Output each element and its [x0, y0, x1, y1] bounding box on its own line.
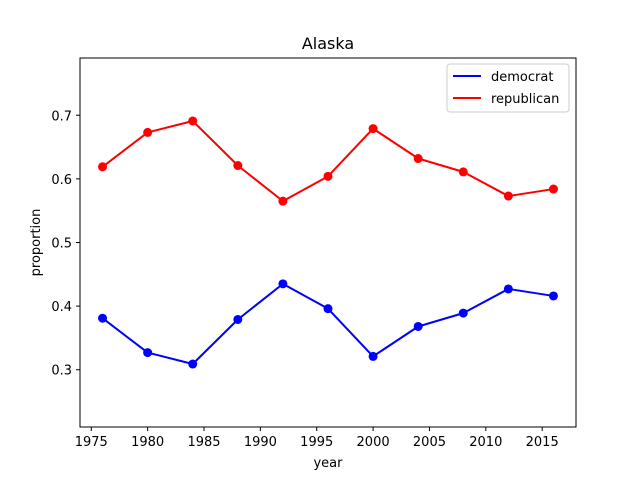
data-point-democrat: [548, 291, 558, 301]
data-point-republican: [233, 161, 243, 171]
series-group: [98, 116, 558, 369]
x-tick-label: 2000: [357, 435, 390, 450]
data-point-democrat: [323, 304, 333, 314]
legend-label-republican: republican: [491, 92, 559, 107]
y-tick-label: 0.6: [51, 173, 72, 188]
y-tick-label: 0.4: [51, 300, 72, 315]
data-point-republican: [413, 154, 423, 164]
data-point-republican: [458, 167, 468, 177]
x-axis-label: year: [313, 456, 343, 471]
axis-ticks: 1975 1980 1985 1990 1995 2000 2005 2010 2015 0.3 0…: [51, 109, 558, 450]
data-point-republican: [278, 196, 288, 206]
x-tick-label: 1980: [131, 435, 164, 450]
y-tick-label: 0.5: [51, 237, 72, 252]
data-point-democrat: [278, 279, 288, 289]
y-axis-label: proportion: [29, 209, 44, 277]
data-point-republican: [188, 116, 198, 126]
data-point-republican: [323, 171, 333, 181]
data-point-republican: [143, 127, 153, 137]
data-point-republican: [503, 191, 513, 201]
x-tick-label: 1990: [244, 435, 277, 450]
series-line-republican: [101, 119, 554, 203]
chart-title: Alaska: [302, 34, 354, 53]
y-tick-label: 0.7: [51, 109, 72, 124]
x-tick-label: 1995: [300, 435, 333, 450]
data-point-democrat: [143, 348, 153, 358]
data-point-democrat: [458, 308, 468, 318]
data-point-democrat: [413, 321, 423, 331]
data-point-democrat: [233, 314, 243, 324]
data-point-democrat: [98, 313, 108, 323]
legend-label-democrat: democrat: [491, 70, 553, 85]
y-tick-label: 0.3: [51, 364, 72, 379]
data-point-republican: [548, 184, 558, 194]
plot-frame: [79, 57, 577, 428]
x-tick-label: 1975: [75, 435, 108, 450]
x-tick-label: 2005: [413, 435, 446, 450]
x-tick-label: 2010: [469, 435, 502, 450]
data-point-democrat: [368, 351, 378, 361]
x-tick-label: 2015: [526, 435, 559, 450]
series-line-democrat: [101, 282, 554, 366]
data-point-republican: [98, 162, 108, 172]
x-tick-label: 1985: [187, 435, 220, 450]
legend: democrat republican: [446, 63, 570, 113]
data-point-democrat: [188, 359, 198, 369]
data-point-republican: [368, 124, 378, 134]
data-point-democrat: [503, 284, 513, 294]
